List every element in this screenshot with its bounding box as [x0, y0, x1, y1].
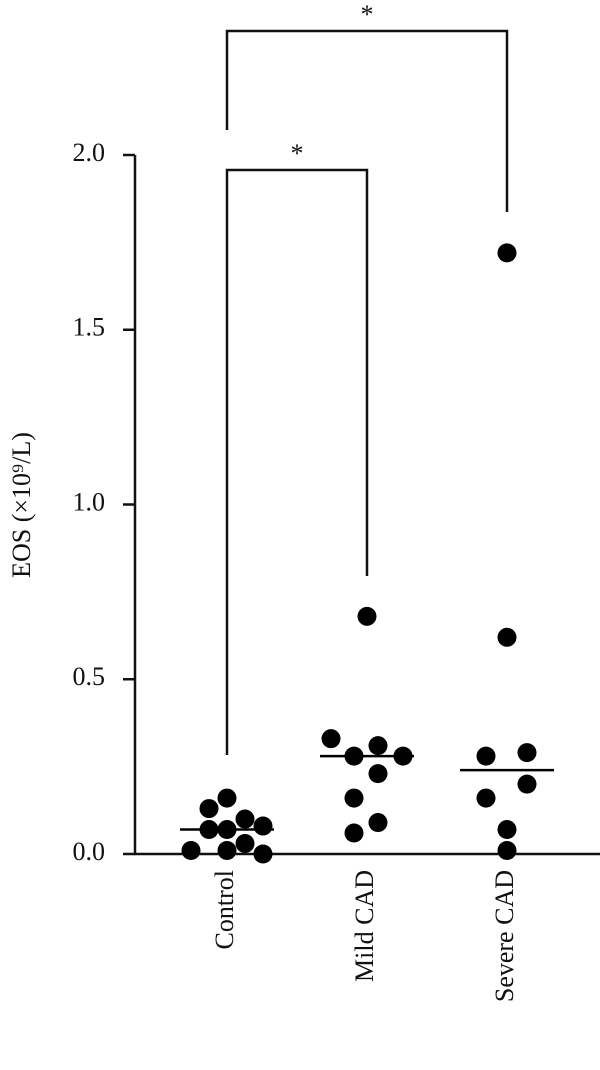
- data-point: [199, 799, 219, 819]
- y-tick-label: 0.5: [73, 662, 106, 691]
- y-tick-label: 1.5: [73, 313, 106, 342]
- significance-bracket: [225, 168, 369, 755]
- y-tick-label: 1.0: [73, 487, 106, 516]
- data-point: [235, 809, 255, 829]
- data-point: [476, 746, 496, 766]
- data-point: [368, 813, 388, 833]
- x-tick-label: Control: [210, 870, 239, 949]
- y-tick-label: 0.0: [73, 837, 106, 866]
- significance-star: *: [361, 0, 374, 29]
- data-point: [497, 243, 517, 263]
- data-point: [476, 788, 496, 808]
- data-point: [235, 834, 255, 854]
- data-point: [344, 823, 364, 843]
- data-point: [217, 788, 237, 808]
- y-tick-label: 2.0: [73, 138, 106, 167]
- data-point: [497, 627, 517, 647]
- x-tick-label: Severe CAD: [490, 870, 519, 1002]
- data-point: [217, 841, 237, 861]
- significance-star: *: [291, 139, 304, 168]
- data-point: [517, 774, 537, 794]
- data-point: [357, 606, 377, 626]
- data-point: [517, 743, 537, 763]
- data-point: [497, 820, 517, 840]
- data-point: [321, 729, 341, 749]
- data-point: [253, 844, 273, 864]
- significance-bracket: [225, 29, 509, 212]
- data-point: [368, 736, 388, 756]
- data-point: [344, 788, 364, 808]
- x-tick-label: Mild CAD: [350, 870, 379, 982]
- y-axis-label: EOS (×10⁹/L): [7, 432, 36, 578]
- data-point: [181, 841, 201, 861]
- data-point: [368, 764, 388, 784]
- data-point: [253, 816, 273, 836]
- data-point: [497, 841, 517, 861]
